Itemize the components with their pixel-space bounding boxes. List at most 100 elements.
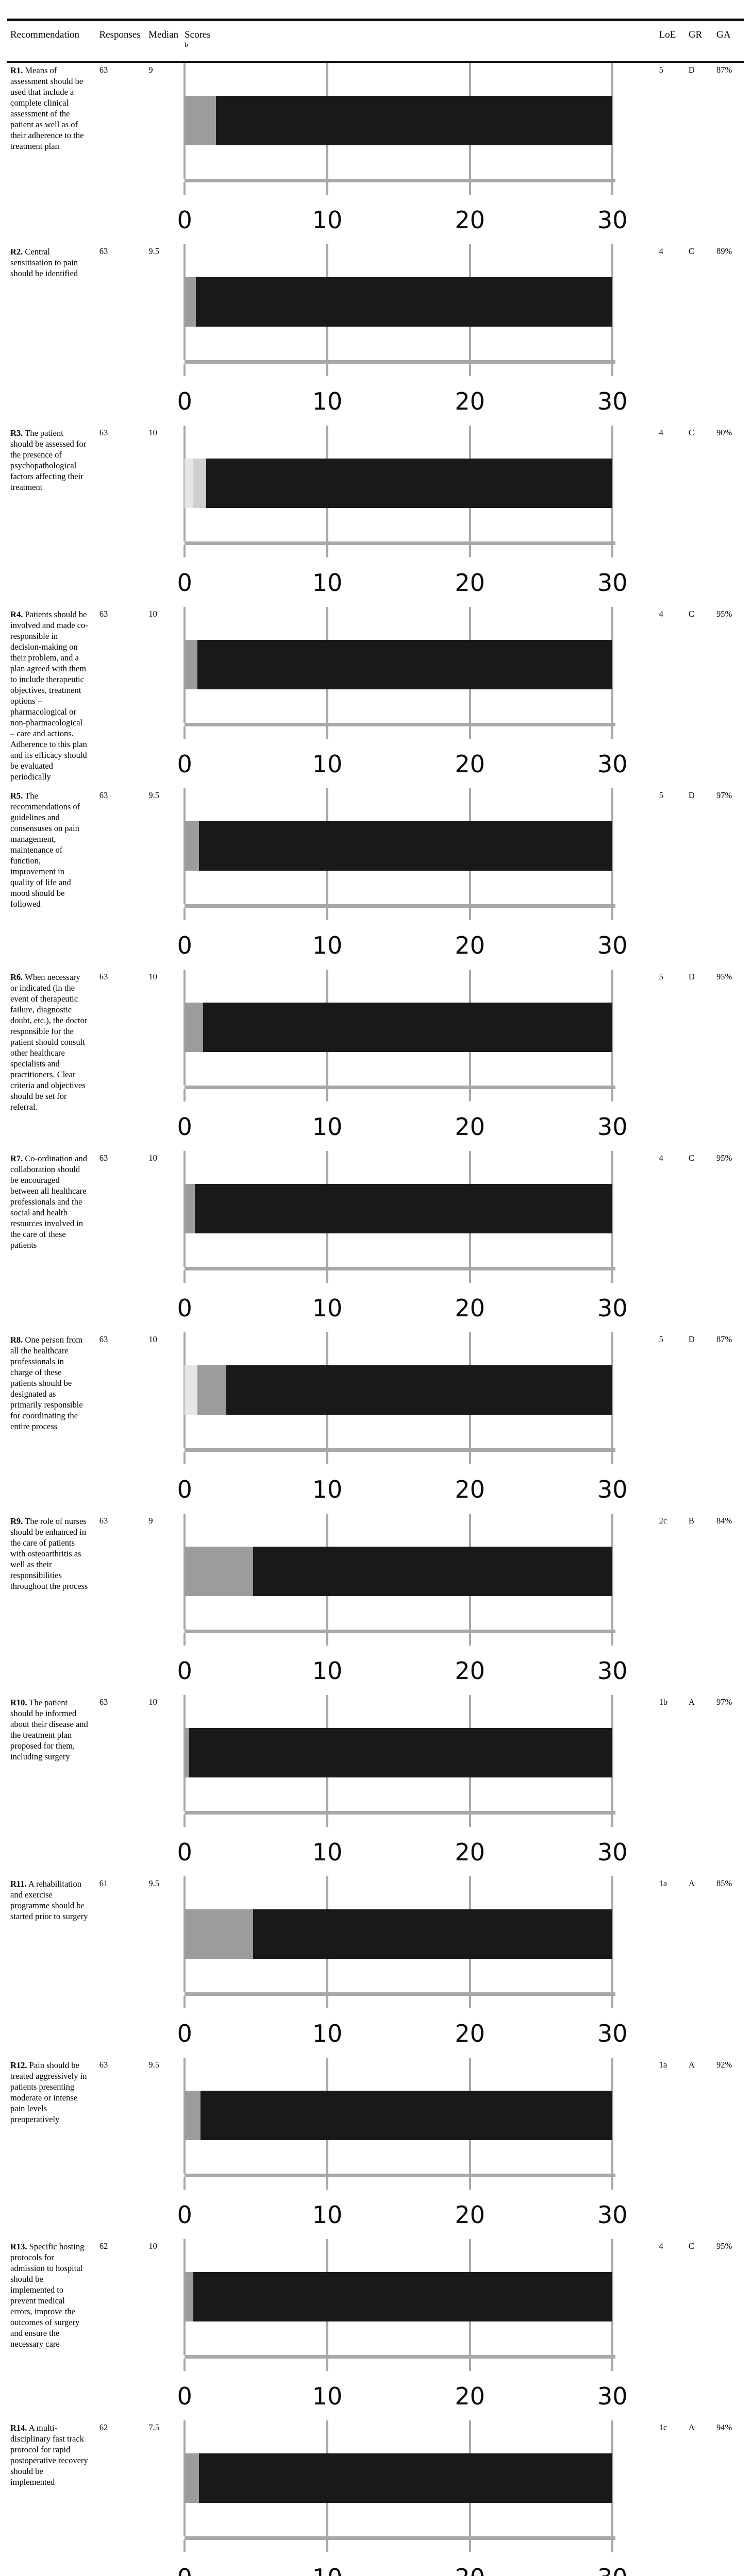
score-chart: 0 10 20 30 bbox=[177, 2058, 659, 2231]
bar-segment bbox=[226, 1365, 613, 1415]
col-header-median: Median bbox=[148, 29, 179, 40]
tick-mark bbox=[183, 1089, 186, 1102]
chart-plot-area bbox=[183, 970, 616, 1102]
median-value: 9.5 bbox=[148, 790, 159, 801]
col-header-responses: Responses bbox=[99, 29, 141, 40]
bar-segment bbox=[194, 1184, 613, 1234]
gr-value: C bbox=[688, 246, 694, 257]
tick-mark bbox=[469, 1815, 471, 1827]
bar-segment bbox=[196, 277, 613, 327]
responses-value: 63 bbox=[99, 1334, 108, 1345]
x-axis-line bbox=[185, 1448, 616, 1452]
tick-mark bbox=[469, 908, 471, 921]
chart-plot-area bbox=[183, 2239, 616, 2371]
tick-mark bbox=[326, 1452, 328, 1465]
responses-value: 63 bbox=[99, 609, 108, 619]
stacked-bar bbox=[185, 1909, 613, 1959]
x-axis-line bbox=[185, 904, 616, 908]
recommendation-text: Patients should be involved and made co-… bbox=[10, 609, 88, 782]
tick-label: 0 bbox=[177, 1838, 192, 1867]
x-axis-line bbox=[185, 2536, 616, 2540]
recommendation-cell: R11. A rehabilitation and exercise progr… bbox=[10, 1876, 99, 1922]
x-tick-labels: 0 10 20 30 bbox=[177, 2382, 628, 2413]
x-tick-labels: 0 10 20 30 bbox=[177, 1112, 628, 1143]
x-axis-line bbox=[185, 2355, 616, 2359]
tick-label: 20 bbox=[455, 931, 485, 960]
bar-segment bbox=[185, 1003, 204, 1053]
median-value: 9 bbox=[148, 1516, 153, 1526]
tick-label: 0 bbox=[177, 2382, 192, 2411]
gridline bbox=[611, 1695, 614, 1811]
recommendation-text: The recommendations of guidelines and co… bbox=[10, 791, 80, 909]
recommendation-id: R7. bbox=[10, 1154, 23, 1164]
tick-mark bbox=[326, 1270, 328, 1283]
recommendation-cell: R14. A multi-disciplinary fast track pro… bbox=[10, 2420, 99, 2487]
median-value: 10 bbox=[148, 1697, 157, 1707]
bar-segment bbox=[185, 1547, 254, 1597]
tick-label: 20 bbox=[455, 1294, 485, 1323]
bar-segment bbox=[216, 96, 613, 146]
tick-mark bbox=[326, 1633, 328, 1646]
col-header-gr: GR bbox=[688, 29, 703, 40]
gr-value: A bbox=[688, 2422, 695, 2433]
ga-value: 87% bbox=[716, 65, 732, 75]
score-chart: 0 10 20 30 bbox=[177, 1695, 659, 1869]
tick-label: 30 bbox=[597, 2382, 628, 2411]
ga-value: 84% bbox=[716, 1516, 732, 1526]
gr-value: B bbox=[688, 1516, 694, 1526]
tick-mark bbox=[183, 726, 186, 739]
bar-segment bbox=[185, 277, 196, 327]
gr-value: A bbox=[688, 2060, 695, 2070]
table-row: R6. When necessary or indicated (in the … bbox=[0, 970, 752, 1151]
tick-mark bbox=[469, 2177, 471, 2190]
gr-value: C bbox=[688, 2241, 694, 2251]
bar-segment bbox=[253, 1909, 613, 1959]
tick-mark bbox=[326, 2540, 328, 2553]
x-tick-labels: 0 10 20 30 bbox=[177, 2019, 628, 2050]
table-body: R1. Means of assessment should be used t… bbox=[0, 63, 752, 2576]
ga-value: 95% bbox=[716, 972, 732, 982]
ga-value: 87% bbox=[716, 1334, 732, 1345]
loe-value: 1a bbox=[659, 2060, 667, 2070]
tick-mark bbox=[611, 726, 614, 739]
bar-segment bbox=[185, 1909, 254, 1959]
recommendation-text: Pain should be treated aggressively in p… bbox=[10, 2060, 87, 2125]
x-tick-labels: 0 10 20 30 bbox=[177, 1294, 628, 1325]
tick-mark bbox=[469, 182, 471, 195]
tick-mark bbox=[183, 1270, 186, 1283]
tick-label: 10 bbox=[312, 1657, 343, 1685]
score-chart: 0 10 20 30 bbox=[177, 63, 659, 236]
tick-label: 0 bbox=[177, 387, 192, 416]
gr-value: C bbox=[688, 1153, 694, 1163]
score-chart: 0 10 20 30 bbox=[177, 1332, 659, 1506]
recommendation-text: Means of assessment should be used that … bbox=[10, 65, 84, 151]
chart-plot-area bbox=[183, 1876, 616, 2009]
bar-segment bbox=[206, 459, 613, 509]
gridline bbox=[611, 970, 614, 1086]
stacked-bar bbox=[185, 2091, 613, 2141]
tick-label: 30 bbox=[597, 1113, 628, 1141]
recommendation-text: The patient should be informed about the… bbox=[10, 1698, 88, 1762]
x-axis-line bbox=[185, 1630, 616, 1634]
recommendation-text: When necessary or indicated (in the even… bbox=[10, 972, 88, 1112]
table-top-border bbox=[7, 19, 744, 21]
tick-mark bbox=[183, 2540, 186, 2553]
recommendation-text: A rehabilitation and exercise programme … bbox=[10, 1879, 88, 1922]
chart-plot-area bbox=[183, 607, 616, 739]
recommendation-id: R14. bbox=[10, 2423, 27, 2433]
recommendation-id: R12. bbox=[10, 2060, 27, 2071]
gr-value: A bbox=[688, 1878, 695, 1889]
recommendation-cell: R9. The role of nurses should be enhance… bbox=[10, 1514, 99, 1591]
median-value: 9.5 bbox=[148, 2060, 159, 2070]
tick-mark bbox=[469, 1633, 471, 1646]
tick-label: 0 bbox=[177, 206, 192, 234]
responses-value: 63 bbox=[99, 65, 108, 75]
tick-mark bbox=[611, 2177, 614, 2190]
tick-label: 10 bbox=[312, 750, 343, 778]
recommendation-cell: R6. When necessary or indicated (in the … bbox=[10, 970, 99, 1112]
recommendation-cell: R5. The recommendations of guidelines an… bbox=[10, 788, 99, 909]
table-row: R1. Means of assessment should be used t… bbox=[0, 63, 752, 244]
gr-value: A bbox=[688, 1697, 695, 1707]
tick-label: 20 bbox=[455, 2382, 485, 2411]
tick-mark bbox=[611, 1815, 614, 1827]
